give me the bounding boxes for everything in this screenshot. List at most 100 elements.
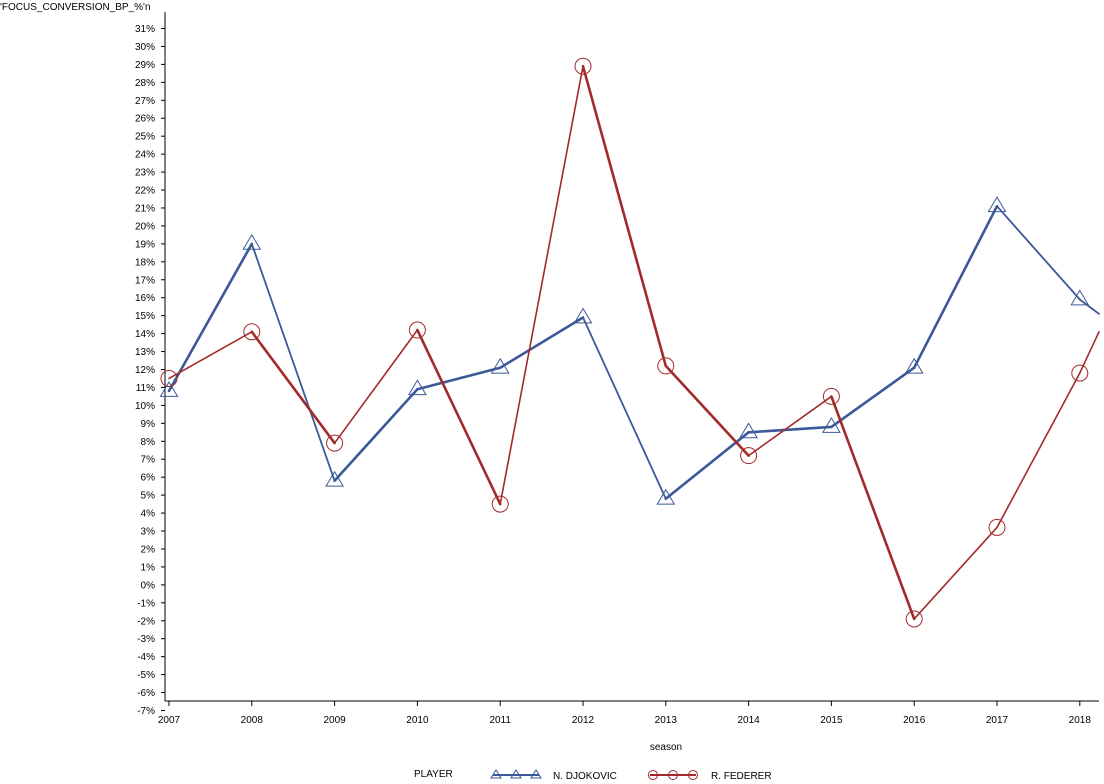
data-point-triangle: [325, 470, 345, 487]
y-tick-label: 3%: [141, 527, 156, 538]
y-tick-label: 7%: [141, 455, 156, 466]
series-line-segment: [250, 242, 336, 482]
x-tick-label: 2015: [820, 715, 843, 726]
data-point-triangle: [407, 379, 427, 396]
data-point-circle: [243, 323, 261, 341]
y-tick-label: -3%: [137, 634, 155, 645]
legend-circle-icon: [688, 770, 698, 780]
x-tick-label: 2010: [406, 715, 429, 726]
data-point-circle: [740, 447, 758, 465]
y-tick-label: 24%: [135, 150, 155, 161]
y-tick-label: 25%: [135, 132, 155, 143]
y-tick-label: 6%: [141, 473, 156, 484]
x-tick-label: 2013: [655, 715, 678, 726]
data-point-triangle: [987, 196, 1007, 213]
series-line-segment: [499, 65, 584, 505]
y-tick-label: -7%: [137, 706, 155, 717]
data-point-triangle: [904, 357, 924, 374]
series-line-segment: [664, 431, 750, 501]
series-line-segment: [996, 372, 1081, 529]
y-tick-label: 16%: [135, 293, 155, 304]
legend-label: N. DJOKOVIC: [553, 771, 617, 782]
y-tick-label: 5%: [141, 491, 156, 502]
data-point-circle: [822, 387, 840, 405]
x-tick-label: 2012: [572, 715, 595, 726]
y-tick-label: 1%: [141, 562, 156, 573]
y-tick-label: -4%: [137, 652, 155, 663]
y-tick-label: -1%: [137, 598, 155, 609]
x-tick-label: 2007: [158, 715, 181, 726]
data-point-circle: [988, 518, 1006, 536]
data-point-triangle: [490, 357, 510, 374]
y-tick-label: 22%: [135, 186, 155, 197]
x-tick-label: 2014: [737, 715, 760, 726]
data-point-circle: [408, 321, 426, 339]
y-tick-label: 20%: [135, 221, 155, 232]
y-tick-label: 8%: [141, 437, 156, 448]
y-tick-label: 13%: [135, 347, 155, 358]
data-point-circle: [1071, 364, 1089, 382]
legend-circle-icon: [648, 770, 658, 780]
y-axis-title: 'FOCUS_CONVERSION_BP_%'n: [0, 2, 151, 13]
y-tick-label: 11%: [136, 383, 155, 394]
y-tick-label: 26%: [135, 114, 155, 125]
y-axis-ticks: -7% -6% -5% -4% -3% -2% -1% 0% 1% 2% 3% 4% 5% 6% 7% 8% 9…: [135, 24, 165, 717]
legend-triangle-icon: [510, 769, 522, 779]
data-point-circle: [326, 434, 344, 452]
y-tick-label: -2%: [137, 616, 155, 627]
x-axis-ticks: 2007 2008 2009 2010 2011 2012 2013 2014 2015 2016…: [158, 701, 1091, 726]
data-point-circle: [657, 357, 675, 375]
series-line-segment: [830, 395, 916, 621]
y-tick-label: 2%: [141, 544, 156, 555]
y-tick-label: -6%: [137, 688, 155, 699]
x-tick-label: 2008: [241, 715, 264, 726]
series-line-segment: [581, 64, 668, 368]
legend-triangle-icon: [530, 769, 542, 779]
series-line-segment: [416, 366, 502, 391]
y-tick-label: 19%: [135, 239, 155, 250]
y-tick-label: 28%: [135, 78, 155, 89]
y-tick-label: 9%: [141, 419, 156, 430]
x-axis-title: season: [650, 742, 682, 753]
y-tick-label: 17%: [135, 275, 155, 286]
data-point-triangle: [656, 488, 676, 505]
x-tick-label: 2016: [903, 715, 926, 726]
y-tick-label: 0%: [141, 580, 156, 591]
legend-item: R. FEDERER: [648, 770, 772, 782]
legend-circle-icon: [668, 770, 678, 780]
series-line-segment: [333, 387, 419, 483]
series-r-federer: [160, 57, 1100, 628]
legend-label: R. FEDERER: [711, 771, 772, 782]
plot-area: -7% -6% -5% -4% -3% -2% -1% 0% 1% 2% 3% 4% 5% 6% 7% 8% 9…: [135, 12, 1100, 726]
y-tick-label: 23%: [135, 168, 155, 179]
data-point-triangle: [573, 307, 593, 324]
y-tick-label: 29%: [135, 60, 155, 71]
series-line-segment: [830, 366, 916, 429]
series-line-segment: [912, 204, 999, 370]
series-line-segment: [747, 425, 833, 434]
series-line-segment: [167, 242, 254, 393]
legend: PLAYER N. DJOKOVIC R. FEDERER: [414, 769, 772, 782]
y-tick-label: 31%: [135, 24, 155, 35]
data-point-circle: [491, 495, 509, 513]
data-point-triangle: [739, 422, 759, 439]
y-tick-label: 27%: [135, 96, 155, 107]
legend-triangle-icon: [490, 769, 502, 779]
y-tick-label: -5%: [137, 670, 155, 681]
series-line-segment: [664, 364, 750, 457]
data-point-circle: [905, 610, 923, 628]
data-point-circle: [160, 369, 178, 387]
series-line-segment: [747, 395, 833, 457]
y-tick-label: 21%: [135, 203, 155, 214]
y-tick-label: 14%: [135, 329, 155, 340]
series-line-segment: [1079, 331, 1100, 374]
series-layer: [159, 57, 1100, 628]
data-point-triangle: [821, 416, 841, 433]
data-point-circle: [574, 57, 592, 75]
series-line-segment: [1078, 298, 1100, 315]
series-line-segment: [416, 328, 502, 506]
x-tick-label: 2018: [1069, 715, 1092, 726]
series-line-segment: [996, 205, 1081, 301]
x-tick-label: 2009: [323, 715, 346, 726]
